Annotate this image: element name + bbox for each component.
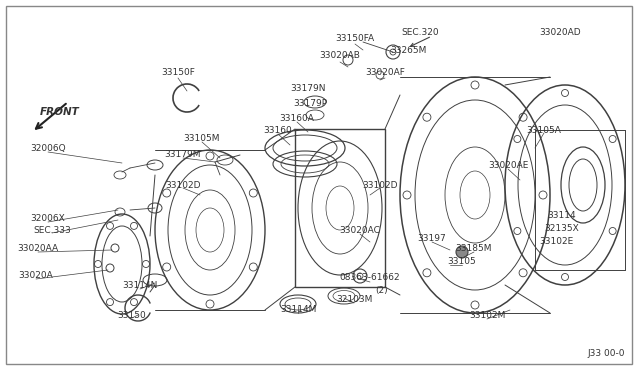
Text: 33160: 33160 bbox=[264, 125, 292, 135]
Text: 33179M: 33179M bbox=[164, 150, 201, 158]
Text: 33185M: 33185M bbox=[456, 244, 492, 253]
Text: 33150F: 33150F bbox=[161, 67, 195, 77]
Text: 33197: 33197 bbox=[418, 234, 446, 243]
Text: 32135X: 32135X bbox=[545, 224, 579, 232]
Text: 33020AB: 33020AB bbox=[319, 51, 360, 60]
Text: 32006X: 32006X bbox=[31, 214, 65, 222]
Text: 33105: 33105 bbox=[447, 257, 476, 266]
Text: SEC.333: SEC.333 bbox=[33, 225, 71, 234]
Text: (2): (2) bbox=[376, 285, 388, 295]
Text: 33114M: 33114M bbox=[280, 305, 316, 314]
Text: 33020AE: 33020AE bbox=[488, 160, 528, 170]
Circle shape bbox=[456, 246, 468, 258]
Text: 33102M: 33102M bbox=[469, 311, 505, 321]
Bar bbox=[295, 129, 385, 287]
Text: 33179N: 33179N bbox=[291, 83, 326, 93]
Text: FRONT: FRONT bbox=[40, 107, 80, 117]
Text: 33020A: 33020A bbox=[19, 272, 53, 280]
Text: 33020AD: 33020AD bbox=[539, 28, 581, 36]
Text: SEC.320: SEC.320 bbox=[401, 28, 439, 36]
Text: 08363-61662: 08363-61662 bbox=[340, 273, 400, 282]
Text: 33020AA: 33020AA bbox=[17, 244, 59, 253]
Text: 33114N: 33114N bbox=[122, 282, 157, 291]
Text: 33114: 33114 bbox=[548, 211, 576, 219]
Text: 33105M: 33105M bbox=[184, 134, 220, 142]
Text: 33020AF: 33020AF bbox=[365, 67, 405, 77]
Text: 33105A: 33105A bbox=[527, 125, 561, 135]
Text: 33179P: 33179P bbox=[293, 99, 327, 108]
Text: J33 00-0: J33 00-0 bbox=[588, 350, 625, 359]
Text: 33102D: 33102D bbox=[362, 180, 397, 189]
Text: 33160A: 33160A bbox=[280, 113, 314, 122]
Text: 33102D: 33102D bbox=[165, 180, 201, 189]
Text: 33150FA: 33150FA bbox=[335, 33, 374, 42]
Text: 32006Q: 32006Q bbox=[30, 144, 66, 153]
Text: 33265M: 33265M bbox=[390, 45, 426, 55]
Text: 33020AC: 33020AC bbox=[340, 225, 380, 234]
Text: 32103M: 32103M bbox=[336, 295, 372, 305]
Text: 33150: 33150 bbox=[118, 311, 147, 321]
Text: 33102E: 33102E bbox=[539, 237, 573, 246]
